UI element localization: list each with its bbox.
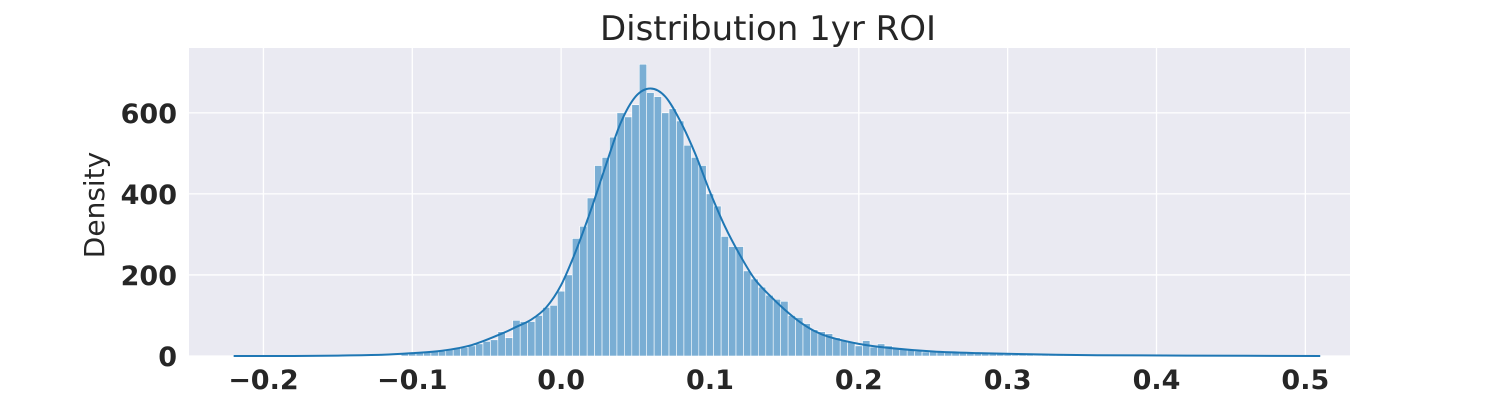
histogram-bar [534,315,543,357]
histogram-bar [609,136,618,357]
histogram-bar [713,205,722,357]
y-tick-label: 200 [121,261,177,292]
y-tick-label: 600 [121,99,177,130]
histogram-bar [482,341,491,357]
histogram-bar [810,329,819,357]
histogram-bar [869,346,878,357]
histogram-bar [691,157,700,357]
histogram-bar [668,108,677,357]
histogram-bar [854,345,863,357]
x-tick-labels: −0.2 −0.1 0.0 0.1 0.2 0.3 0.4 0.5 [228,365,1329,396]
histogram-bar [877,343,886,357]
histogram-bar [638,63,648,357]
histogram-bar [467,345,476,357]
histogram-bar [490,339,499,357]
histogram-bar [661,112,670,357]
histogram-bar [653,96,662,357]
y-tick-label: 0 [158,342,177,373]
histogram-bar [631,104,640,357]
histogram-bar [519,321,528,357]
kde-curve [233,87,1321,358]
histogram-bar [542,307,551,357]
histogram-bar [624,116,633,357]
histogram-bar [735,246,744,357]
histogram-bar [787,315,796,357]
x-tick-label: 0.0 [537,365,585,396]
histogram-bar [676,120,685,357]
histogram-bar [772,298,781,357]
histogram-bar [527,321,536,357]
histogram-bar [460,347,469,357]
histogram-bar [549,305,558,357]
histogram-bar [475,343,484,357]
histogram-bar [914,350,923,357]
histogram-bar [728,246,737,357]
histogram-bar [758,286,767,357]
y-tick-label: 400 [121,180,177,211]
histogram-bar [765,294,774,357]
y-tick-labels: 0 200 400 600 [121,99,177,373]
histogram-bar [839,340,848,357]
histogram-bar [683,144,692,357]
histogram-bar [601,157,610,357]
x-tick-label: 0.3 [984,365,1032,396]
x-tick-label: −0.2 [228,365,298,396]
histogram-bar [720,236,729,357]
histogram-bar [579,226,588,357]
x-tick-label: 0.5 [1281,365,1329,396]
histogram-bar [564,274,573,357]
histogram-bar [862,340,871,357]
x-tick-label: 0.4 [1133,365,1181,396]
y-axis-label: Density [78,152,111,258]
histogram-bar [586,197,595,357]
histogram-bar [847,341,856,357]
histogram-bar [557,290,566,357]
histogram-bar [616,112,625,357]
histogram-bar [504,337,514,357]
chart-title: Distribution 1yr ROI [600,9,936,49]
histogram-bar [646,92,655,357]
histogram-bar [698,165,707,357]
histogram-bar [705,193,714,357]
x-tick-label: 0.2 [835,365,883,396]
histogram-bar [750,278,759,357]
x-gridlines [262,48,1306,356]
x-tick-label: −0.1 [377,365,447,396]
histogram-bar [921,351,930,357]
histogram-bar [743,270,752,357]
x-tick-label: 0.1 [686,365,734,396]
